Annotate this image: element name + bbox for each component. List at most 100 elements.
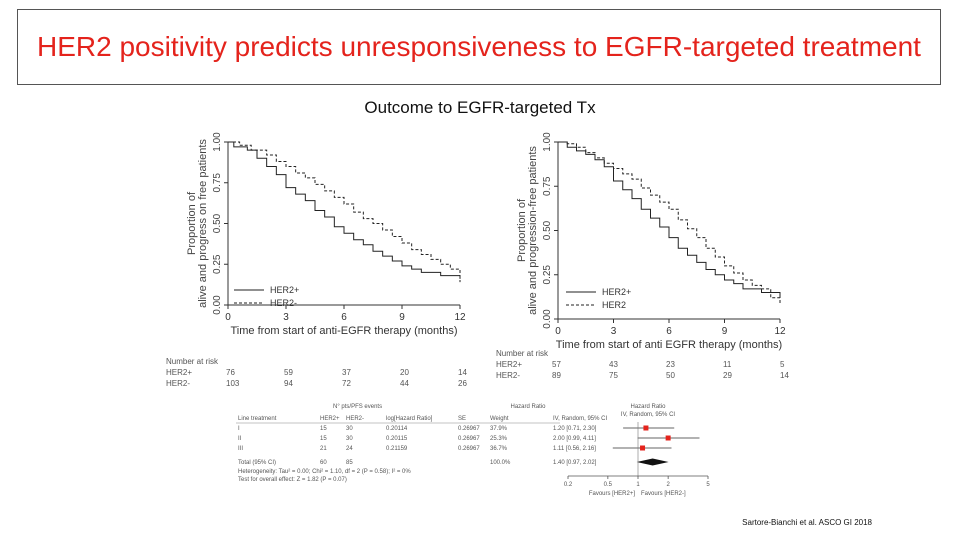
forest-cell: 36.7% — [490, 446, 508, 452]
risk-value: 14 — [780, 371, 789, 380]
risk-row: HER2- 103 94 72 44 26 — [166, 378, 478, 389]
legend-label: HER2+ — [602, 287, 631, 297]
hr-marker — [643, 425, 649, 431]
km-curve-solid — [228, 141, 461, 279]
km-plot-left: 0.00 0.25 0.50 0.75 1.00 0 3 6 9 12 Proportion of a… — [186, 132, 466, 337]
forest-cell: 2.00 [0.99, 4.11] — [553, 436, 596, 442]
y-tick-label: 0.50 — [542, 220, 553, 240]
x-tick-label: 0 — [225, 312, 231, 323]
forest-cell: 15 — [320, 436, 327, 442]
risk-value: 11 — [723, 360, 732, 369]
risk-row: HER2+ 76 59 37 20 14 — [166, 367, 478, 378]
forest-cell: 0.26967 — [458, 446, 480, 452]
risk-value: 50 — [666, 371, 675, 380]
x-tick-label: 12 — [774, 326, 786, 337]
forest-tick-label: 2 — [666, 482, 670, 488]
forest-plot: N° pts/PFS events Hazard Ratio Hazard Rati… — [236, 404, 710, 497]
risk-row-name: HER2- — [496, 371, 521, 380]
x-tick-label: 9 — [722, 326, 728, 337]
x-tick-label: 3 — [611, 326, 617, 337]
x-axis-label: Time from start of anti-EGFR therapy (mo… — [231, 325, 458, 337]
forest-tick-label: 0.2 — [564, 482, 573, 488]
forest-row-label: I — [238, 426, 240, 432]
risk-row-name: HER2+ — [496, 360, 523, 369]
risk-value: 14 — [458, 368, 467, 377]
y-tick-label: 0.00 — [542, 309, 553, 329]
risk-value: 5 — [780, 360, 785, 369]
risk-value: 29 — [723, 371, 732, 380]
forest-cell: 1.20 [0.71, 2.30] — [553, 426, 597, 432]
forest-cell: 0.26967 — [458, 436, 480, 442]
risk-value: 89 — [552, 371, 561, 380]
forest-cell: 21 — [320, 446, 327, 452]
favours-right: Favours [HER2-] — [641, 491, 686, 497]
column-header: IV, Random, 95% CI — [553, 416, 607, 422]
y-tick-label: 0.00 — [212, 295, 223, 315]
risk-value: 43 — [609, 360, 618, 369]
risk-value: 103 — [226, 379, 240, 388]
forest-cell: 25.3% — [490, 436, 508, 442]
forest-cell: 24 — [346, 446, 353, 452]
risk-value: 59 — [284, 368, 293, 377]
y-axis-label: Proportion of — [186, 191, 198, 255]
forest-tick-label: 0.5 — [604, 482, 613, 488]
y-tick-label: 0.50 — [212, 213, 223, 233]
x-tick-label: 6 — [666, 326, 672, 337]
total-diamond — [636, 458, 669, 466]
y-tick-label: 0.25 — [212, 254, 223, 274]
risk-value: 23 — [666, 360, 675, 369]
risk-value: 37 — [342, 368, 351, 377]
forest-cell: 60 — [320, 460, 327, 466]
x-axis-label: Time from start of anti EGFR therapy (mo… — [556, 339, 782, 351]
forest-row-label: II — [238, 436, 242, 442]
hr-marker — [665, 435, 671, 441]
legend-label: HER2+ — [270, 285, 299, 295]
legend-label: HER2- — [270, 298, 297, 308]
y-tick-label: 0.75 — [212, 173, 223, 193]
forest-cell: 0.26967 — [458, 426, 480, 432]
ratio-subheader-right: IV, Random, 95% CI — [621, 412, 675, 418]
forest-tick-label: 1 — [636, 482, 640, 488]
forest-cell: 1.40 [0.97, 2.02] — [553, 460, 597, 466]
overall-effect-text: Test for overall effect: Z = 1.82 (P = 0… — [238, 477, 347, 483]
y-axis-label: alive and progress on free patients — [197, 139, 209, 308]
column-header: Line treatment — [238, 416, 277, 422]
forest-row-label: III — [238, 446, 243, 452]
citation: Sartore-Bianchi et al. ASCO GI 2018 — [742, 518, 872, 527]
column-header: HER2+ — [320, 416, 340, 422]
x-tick-label: 12 — [454, 312, 466, 323]
y-tick-label: 0.75 — [542, 176, 553, 196]
hr-marker — [640, 445, 646, 451]
risk-table-label: Number at risk — [166, 357, 219, 366]
risk-value: 20 — [400, 368, 409, 377]
risk-row-name: HER2- — [166, 379, 191, 388]
risk-value: 44 — [400, 379, 409, 388]
km-plot-right: 0.00 0.25 0.50 0.75 1.00 0 3 6 9 12 Proportion of a… — [516, 132, 786, 351]
forest-tick-label: 5 — [706, 482, 710, 488]
forest-cell: 0.21159 — [386, 446, 408, 452]
risk-value: 72 — [342, 379, 351, 388]
title-box: HER2 positivity predicts unresponsivenes… — [17, 9, 941, 85]
km-curve-solid — [558, 141, 781, 298]
forest-cell: 0.20114 — [386, 426, 408, 432]
x-tick-label: 6 — [341, 312, 347, 323]
column-header: Weight — [490, 416, 509, 422]
risk-row: HER2- 89 75 50 29 14 — [496, 370, 800, 381]
group-header: N° pts/PFS events — [333, 404, 382, 410]
y-axis-label: alive and progression-free patients — [527, 146, 539, 315]
forest-cell: 15 — [320, 426, 327, 432]
y-tick-label: 1.00 — [542, 132, 553, 152]
risk-value: 57 — [552, 360, 561, 369]
slide-title: HER2 positivity predicts unresponsivenes… — [37, 31, 921, 62]
ratio-header: Hazard Ratio — [510, 404, 546, 410]
forest-cell: 100.0% — [490, 460, 511, 466]
risk-row: HER2+ 57 43 23 11 5 — [496, 359, 800, 370]
ratio-header-right: Hazard Ratio — [630, 404, 666, 410]
column-header: HER2- — [346, 416, 364, 422]
risk-table-right: Number at risk HER2+ 57 43 23 11 5 HER2-… — [496, 348, 800, 381]
column-header: SE — [458, 416, 466, 422]
favours-left: Favours [HER2+] — [589, 491, 636, 497]
y-axis-label: Proportion of — [516, 198, 528, 262]
forest-cell: 30 — [346, 436, 353, 442]
km-curve-dashed — [228, 141, 461, 283]
